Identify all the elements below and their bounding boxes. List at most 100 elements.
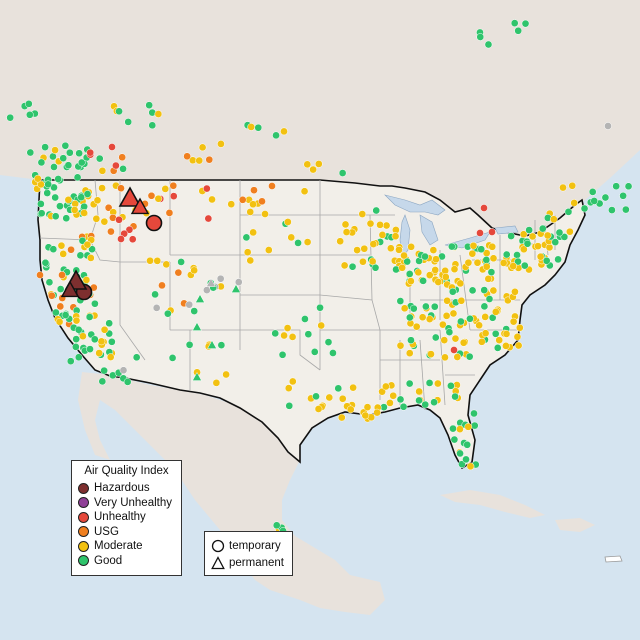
station-marker[interactable] [147, 191, 156, 200]
station-marker[interactable] [177, 258, 185, 266]
station-marker[interactable] [205, 155, 214, 164]
station-marker[interactable] [74, 353, 83, 362]
station-marker[interactable] [398, 263, 407, 272]
station-marker[interactable] [288, 333, 297, 341]
station-marker[interactable] [222, 370, 230, 379]
station-marker[interactable] [212, 379, 221, 387]
station-marker[interactable] [190, 307, 199, 315]
station-marker[interactable] [198, 143, 207, 152]
station-marker[interactable] [400, 304, 409, 313]
station-marker[interactable] [317, 321, 326, 330]
station-marker[interactable] [288, 377, 297, 386]
station-marker[interactable] [24, 99, 33, 108]
station-marker[interactable] [284, 218, 292, 226]
station-marker[interactable] [481, 329, 490, 338]
station-marker[interactable] [336, 237, 345, 246]
station-marker[interactable] [247, 123, 256, 131]
station-marker[interactable] [425, 379, 434, 387]
station-marker[interactable] [624, 182, 633, 191]
station-marker[interactable] [146, 256, 154, 265]
station-marker[interactable] [405, 349, 414, 358]
station-marker[interactable] [52, 308, 60, 317]
station-marker[interactable] [468, 286, 477, 295]
station-marker[interactable] [513, 332, 522, 341]
station-marker[interactable] [51, 146, 59, 154]
station-marker[interactable] [342, 228, 351, 236]
station-marker[interactable] [480, 204, 488, 212]
station-marker[interactable] [551, 238, 560, 246]
station-marker[interactable] [6, 113, 15, 122]
station-marker[interactable] [525, 226, 533, 234]
station-marker[interactable] [465, 352, 474, 361]
station-marker[interactable] [91, 299, 99, 308]
station-marker[interactable] [246, 208, 255, 216]
station-marker[interactable] [369, 240, 378, 248]
station-marker[interactable] [349, 383, 357, 392]
station-marker[interactable] [604, 122, 612, 130]
station-marker[interactable] [310, 348, 319, 356]
station-marker-temporary[interactable] [145, 214, 163, 232]
station-marker[interactable] [590, 197, 599, 205]
station-marker[interactable] [396, 341, 405, 350]
station-marker-permanent[interactable] [130, 197, 150, 215]
station-marker-permanent[interactable] [195, 293, 205, 303]
station-marker[interactable] [125, 225, 134, 234]
station-marker[interactable] [515, 323, 524, 332]
station-marker[interactable] [43, 189, 52, 197]
station-marker[interactable] [92, 214, 101, 223]
station-marker-permanent[interactable] [206, 277, 216, 287]
station-marker[interactable] [283, 324, 292, 332]
station-marker[interactable] [75, 149, 83, 158]
station-marker[interactable] [442, 311, 451, 320]
station-marker[interactable] [185, 340, 194, 349]
station-marker[interactable] [366, 219, 375, 228]
station-marker[interactable] [353, 246, 361, 254]
station-marker[interactable] [37, 209, 46, 218]
station-marker[interactable] [93, 196, 102, 205]
station-marker[interactable] [56, 285, 65, 293]
station-marker[interactable] [431, 333, 440, 342]
station-marker[interactable] [482, 256, 491, 264]
station-marker[interactable] [555, 228, 564, 237]
station-marker[interactable] [449, 424, 457, 433]
station-marker[interactable] [56, 302, 65, 311]
station-marker[interactable] [456, 279, 465, 288]
station-marker[interactable] [484, 40, 493, 49]
station-marker[interactable] [95, 349, 104, 357]
station-marker[interactable] [405, 379, 414, 388]
station-marker[interactable] [400, 251, 408, 260]
station-marker[interactable] [36, 271, 44, 279]
station-marker[interactable] [85, 313, 94, 321]
station-marker[interactable] [429, 246, 438, 254]
station-marker[interactable] [514, 26, 523, 35]
station-marker[interactable] [405, 313, 414, 322]
station-marker[interactable] [507, 232, 515, 240]
station-marker[interactable] [456, 425, 464, 434]
station-marker[interactable] [163, 309, 172, 318]
station-marker[interactable] [61, 311, 70, 319]
station-marker[interactable] [425, 271, 434, 279]
station-marker[interactable] [386, 399, 394, 407]
station-marker[interactable] [542, 256, 551, 265]
station-marker[interactable] [115, 215, 123, 224]
station-marker[interactable] [457, 317, 465, 326]
station-marker[interactable] [407, 336, 415, 345]
station-marker[interactable] [451, 392, 459, 401]
station-marker[interactable] [495, 336, 504, 344]
station-marker[interactable] [421, 252, 429, 261]
station-marker[interactable] [443, 296, 451, 305]
station-marker[interactable] [371, 263, 380, 272]
station-marker[interactable] [261, 210, 269, 218]
station-marker[interactable] [338, 169, 347, 177]
station-marker[interactable] [161, 185, 170, 193]
station-marker[interactable] [95, 154, 104, 163]
station-marker[interactable] [57, 241, 66, 250]
station-marker[interactable] [488, 313, 497, 322]
station-marker[interactable] [268, 182, 276, 190]
station-marker[interactable] [570, 199, 579, 207]
station-marker[interactable] [430, 302, 439, 311]
station-marker[interactable] [622, 205, 630, 214]
station-marker[interactable] [190, 266, 199, 275]
station-marker[interactable] [491, 308, 500, 316]
station-marker[interactable] [407, 277, 415, 285]
